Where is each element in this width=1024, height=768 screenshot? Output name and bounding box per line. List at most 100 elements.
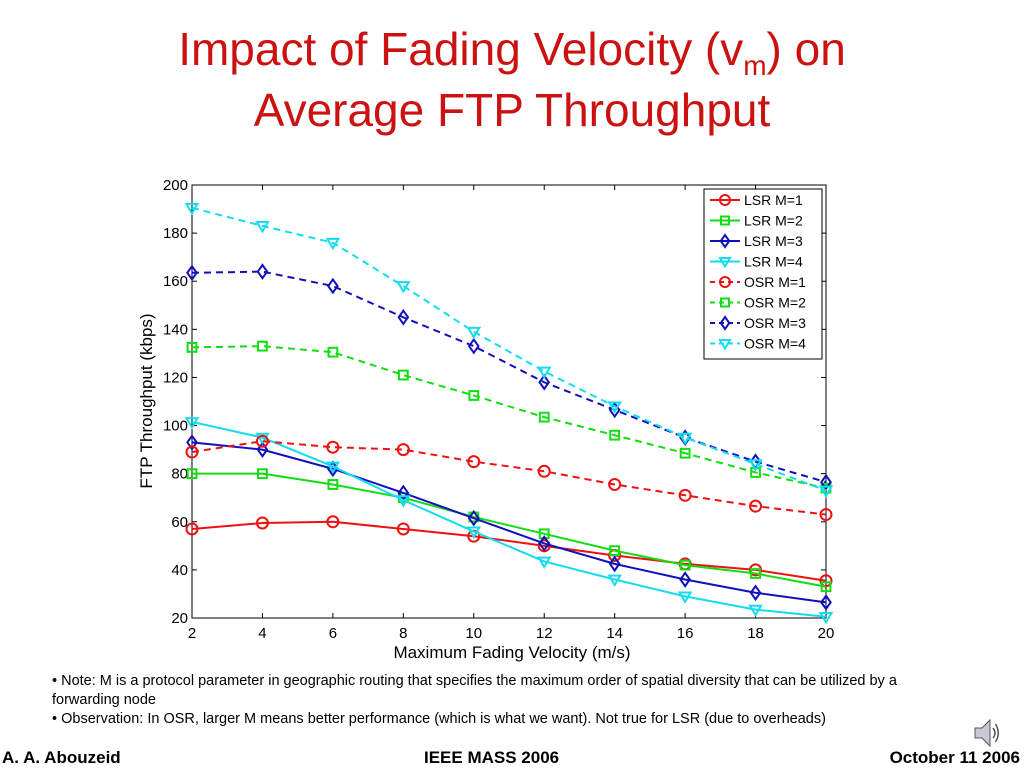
data-point xyxy=(325,461,341,474)
axes: 2 4 6 8 10 12 14 16 18 20 20 40 60 80 100 120 140 160 180 2… xyxy=(163,177,834,642)
data-point xyxy=(255,432,270,446)
legend-entry: OSR M=4 xyxy=(710,336,806,352)
legend-entry: OSR M=1 xyxy=(710,274,806,290)
x-tick-label: 4 xyxy=(258,625,266,642)
title-line-2: Average FTP Throughput xyxy=(253,84,771,136)
series-osr-m-1 xyxy=(185,434,833,522)
data-point xyxy=(327,479,339,490)
data-point xyxy=(679,447,691,459)
legend-marker xyxy=(719,276,731,288)
y-tick-label: 20 xyxy=(171,610,188,627)
y-tick-label: 160 xyxy=(163,273,188,290)
data-point xyxy=(396,495,411,508)
data-point xyxy=(325,237,341,251)
data-point xyxy=(326,277,339,295)
y-tick-label: 60 xyxy=(171,514,188,531)
data-point xyxy=(257,340,268,352)
data-point xyxy=(609,545,621,557)
data-point xyxy=(537,464,551,478)
note-line: • Observation: In OSR, larger M means be… xyxy=(52,711,826,727)
data-point xyxy=(609,429,621,441)
legend-entry: LSR M=1 xyxy=(710,192,803,208)
data-point xyxy=(256,441,269,458)
x-tick-label: 10 xyxy=(465,625,482,642)
data-point xyxy=(396,281,411,294)
data-point xyxy=(748,604,763,618)
legend-marker xyxy=(720,215,730,226)
series-osr-m-4 xyxy=(184,203,834,498)
data-point xyxy=(186,341,198,353)
x-tick-label: 8 xyxy=(399,625,407,642)
data-point xyxy=(607,574,622,587)
slide-notes: • Note: M is a protocol parameter in geo… xyxy=(52,672,952,729)
data-point xyxy=(185,522,199,536)
data-point xyxy=(186,434,198,451)
series-line xyxy=(191,420,827,618)
data-point xyxy=(749,584,762,602)
series-line xyxy=(192,472,827,588)
legend-label: LSR M=1 xyxy=(744,192,803,208)
legend-entry: OSR M=2 xyxy=(710,295,806,311)
x-tick-label: 6 xyxy=(329,625,337,642)
data-point xyxy=(468,390,480,401)
data-point xyxy=(820,473,832,491)
data-point xyxy=(255,221,270,234)
data-point xyxy=(186,468,198,480)
legend-label: OSR M=4 xyxy=(744,336,806,352)
y-tick-label: 120 xyxy=(163,369,188,386)
x-tick-label: 12 xyxy=(536,625,553,642)
data-point xyxy=(679,559,691,571)
series-lsr-m-4 xyxy=(184,417,834,625)
x-tick-label: 2 xyxy=(188,625,196,642)
series-layer xyxy=(184,203,834,625)
data-point xyxy=(256,263,269,280)
title-subscript: m xyxy=(743,50,767,81)
data-point xyxy=(749,563,763,577)
data-point xyxy=(467,455,481,469)
series-line xyxy=(191,520,827,582)
data-point xyxy=(750,568,761,579)
series-osr-m-2 xyxy=(186,340,832,494)
series-line xyxy=(191,441,827,604)
data-point xyxy=(818,611,834,625)
data-point xyxy=(466,526,482,539)
data-point xyxy=(396,522,410,536)
y-tick-label: 40 xyxy=(171,562,188,579)
legend-entry: LSR M=4 xyxy=(710,254,803,270)
data-point xyxy=(466,326,482,340)
line-chart: 2 4 6 8 10 12 14 16 18 20 20 40 60 80 100 120 140 160 180 2… xyxy=(137,177,834,662)
data-point xyxy=(467,337,480,355)
legend: LSR M=1 LSR M=2 LSR M=3 LSR M=4 OSR M=1 OSR M… xyxy=(703,188,823,360)
data-point xyxy=(467,509,480,527)
x-tick-label: 16 xyxy=(677,625,694,642)
legend-label: OSR M=1 xyxy=(744,274,806,290)
data-point xyxy=(749,499,763,513)
data-point xyxy=(677,432,693,446)
data-point xyxy=(608,555,621,573)
note-line: • Note: M is a protocol parameter in geo… xyxy=(52,673,897,708)
x-axis-label: Maximum Fading Velocity (m/s) xyxy=(393,643,630,662)
legend-entry: LSR M=3 xyxy=(710,233,803,249)
legend-label: OSR M=2 xyxy=(744,295,806,311)
legend-marker xyxy=(719,233,731,249)
data-point xyxy=(326,440,340,454)
data-point xyxy=(326,515,340,529)
data-point xyxy=(257,468,268,480)
data-point xyxy=(397,369,409,381)
data-point xyxy=(538,411,550,423)
data-point xyxy=(397,308,410,326)
data-point xyxy=(185,445,199,459)
speaker-icon[interactable] xyxy=(972,716,1002,750)
series-lsr-m-3 xyxy=(186,434,832,611)
data-point xyxy=(538,535,551,552)
x-tick-label: 18 xyxy=(747,625,764,642)
data-point xyxy=(255,516,269,530)
data-point xyxy=(677,591,693,604)
data-point xyxy=(820,594,832,611)
footer-author: A. A. Abouzeid xyxy=(2,748,121,767)
x-tick-label: 14 xyxy=(606,625,623,642)
legend-marker xyxy=(720,297,730,308)
y-tick-label: 200 xyxy=(163,177,188,194)
axes-frame xyxy=(191,184,827,619)
footer-conference: IEEE MASS 2006 xyxy=(424,748,560,767)
